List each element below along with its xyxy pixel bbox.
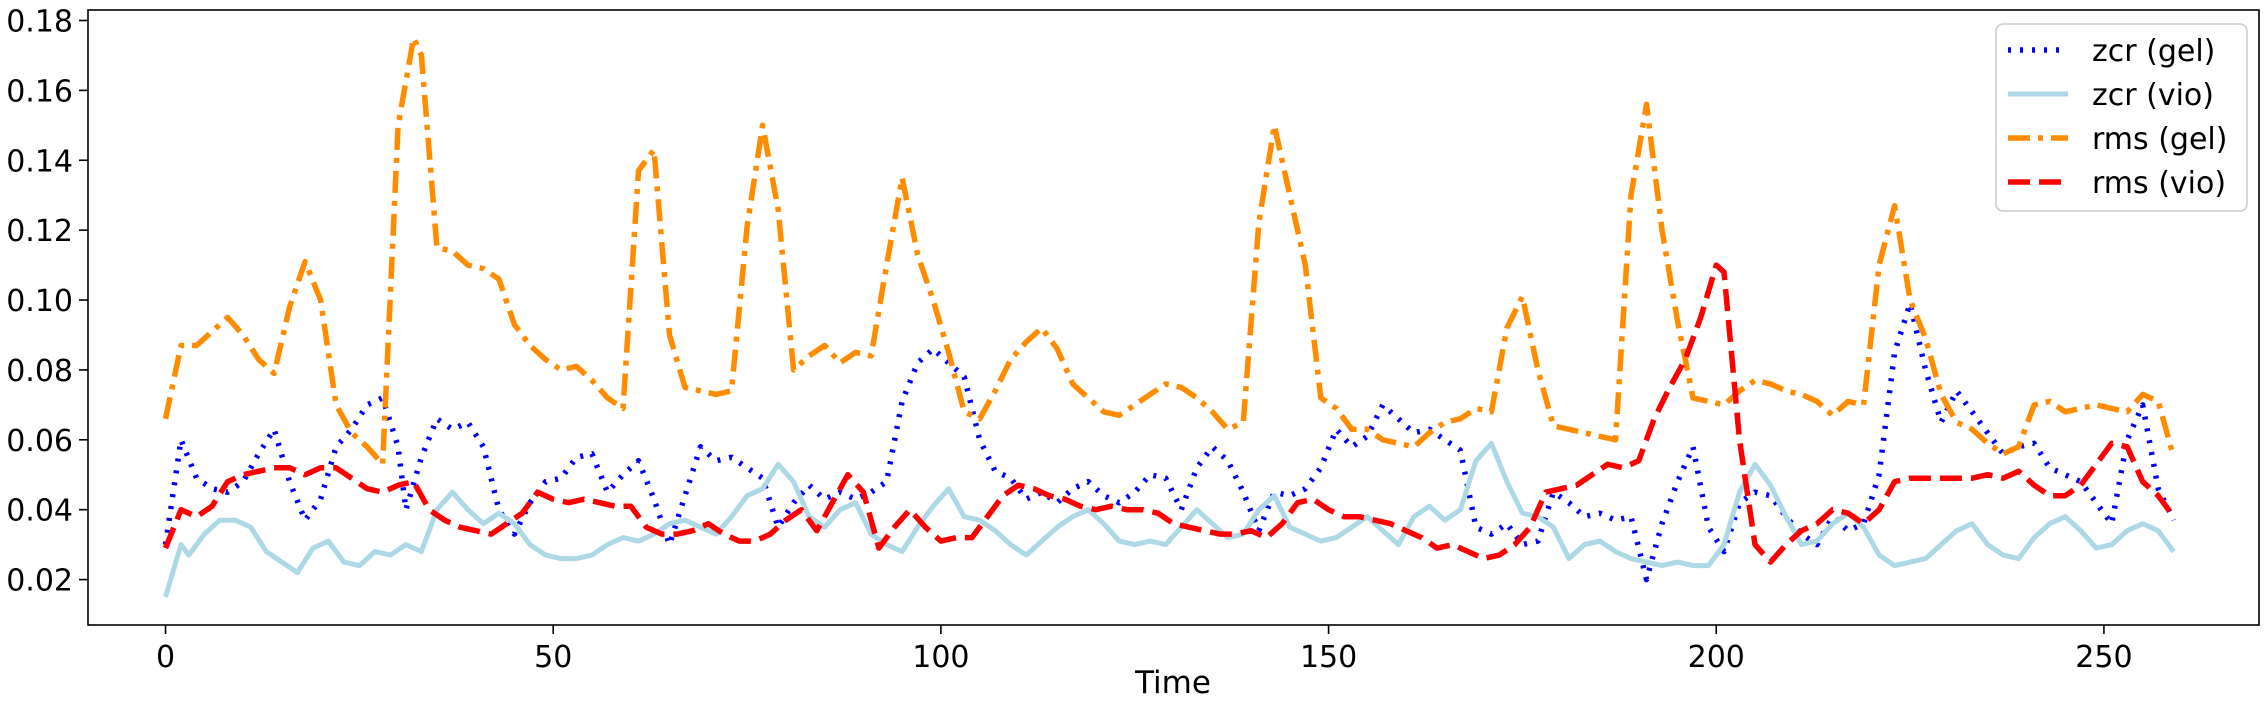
y-tick-label: 0.08 (6, 354, 73, 389)
x-axis-label: Time (1134, 665, 1211, 701)
y-tick-label: 0.02 (6, 564, 73, 599)
legend-label: zcr (vio) (2092, 78, 2214, 113)
series-line-rms-vio (162, 262, 2176, 565)
series-line-zcr-gel (162, 300, 2177, 583)
x-tick-label: 100 (912, 640, 969, 675)
y-tick-label: 0.10 (6, 284, 73, 319)
series-line-rms-gel (162, 35, 2177, 468)
y-tick-label: 0.12 (6, 214, 73, 249)
x-tick-label: 250 (2075, 640, 2132, 675)
x-axis: 0 50 100 150 200 250 (156, 625, 2133, 675)
legend-label: zcr (gel) (2092, 34, 2215, 69)
y-tick-label: 0.18 (6, 4, 73, 39)
y-tick-label: 0.06 (6, 424, 73, 459)
series-layer (162, 35, 2177, 598)
x-tick-label: 0 (156, 640, 175, 675)
plot-area-frame (87, 9, 2260, 626)
y-tick-label: 0.14 (6, 144, 73, 179)
y-tick-label: 0.16 (6, 74, 73, 109)
legend-label: rms (vio) (2092, 166, 2226, 201)
x-tick-label: 150 (1300, 640, 1357, 675)
x-tick-label: 50 (534, 640, 572, 675)
y-tick-label: 0.04 (6, 494, 73, 529)
legend-label: rms (gel) (2092, 122, 2227, 157)
legend: zcr (gel) zcr (vio) rms (gel) rms (vio) (1995, 23, 2248, 212)
x-tick-label: 200 (1688, 640, 1745, 675)
series-line-zcr-vio (163, 440, 2176, 598)
legend-box (1995, 23, 2248, 212)
y-axis: 0.02 0.04 0.06 0.08 0.10 0.12 0.14 0.16 0.18 (6, 4, 88, 599)
